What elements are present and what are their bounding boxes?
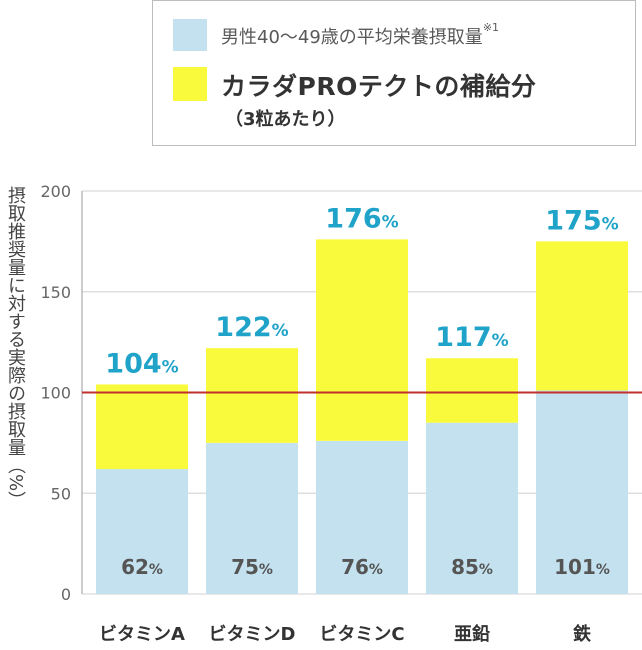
legend-supplement-note: （3粒あたり）	[225, 109, 346, 130]
intake-value-label-0: 62%	[121, 555, 163, 579]
legend-swatch-supplement	[173, 67, 207, 101]
bar-supplement-4	[536, 241, 628, 391]
bar-intake-3	[426, 422, 518, 594]
total-value-label-4: 175%	[545, 205, 618, 236]
total-value-label-3: 117%	[435, 322, 508, 353]
category-label-0: ビタミンA	[99, 624, 185, 645]
intake-value-label-4: 101%	[554, 555, 610, 579]
legend: 男性40～49歳の平均栄養摂取量※1 カラダPROテクトの補給分 （3粒あたり）	[152, 0, 636, 146]
category-label-1: ビタミンD	[209, 624, 296, 645]
y-tick-label-150: 150	[40, 283, 71, 302]
category-label-2: ビタミンC	[319, 624, 404, 645]
bar-intake-0	[96, 469, 188, 594]
legend-footnote-mark: ※1	[482, 21, 500, 34]
bar-intake-1	[206, 442, 298, 594]
bar-supplement-3	[426, 358, 518, 423]
intake-value-label-1: 75%	[231, 555, 273, 579]
total-value-label-2: 176%	[325, 203, 398, 234]
total-value-label-0: 104%	[105, 348, 178, 379]
total-value-label-1: 122%	[215, 312, 288, 343]
bar-supplement-1	[206, 348, 298, 443]
legend-intake-text: 男性40～49歳の平均栄養摂取量	[221, 27, 483, 48]
category-label-3: 亜鉛	[454, 623, 490, 645]
bar-intake-2	[316, 440, 408, 594]
category-label-4: 鉄	[573, 623, 591, 645]
legend-label-supplement: カラダPROテクトの補給分	[221, 72, 537, 101]
y-tick-label-200: 200	[40, 182, 71, 201]
bar-supplement-2	[316, 239, 408, 441]
y-tick-label-0: 0	[61, 585, 71, 604]
legend-label-intake: 男性40～49歳の平均栄養摂取量※1	[221, 21, 500, 49]
intake-value-label-2: 76%	[341, 555, 383, 579]
y-axis-label: 摂取推奨量に対する実際の摂取量（%）	[5, 186, 26, 510]
legend-swatch-intake	[173, 19, 207, 51]
y-tick-label-50: 50	[51, 484, 71, 503]
bar-supplement-0	[96, 384, 188, 470]
bar-intake-4	[536, 390, 628, 594]
intake-value-label-3: 85%	[451, 555, 493, 579]
y-tick-label-100: 100	[40, 384, 71, 403]
